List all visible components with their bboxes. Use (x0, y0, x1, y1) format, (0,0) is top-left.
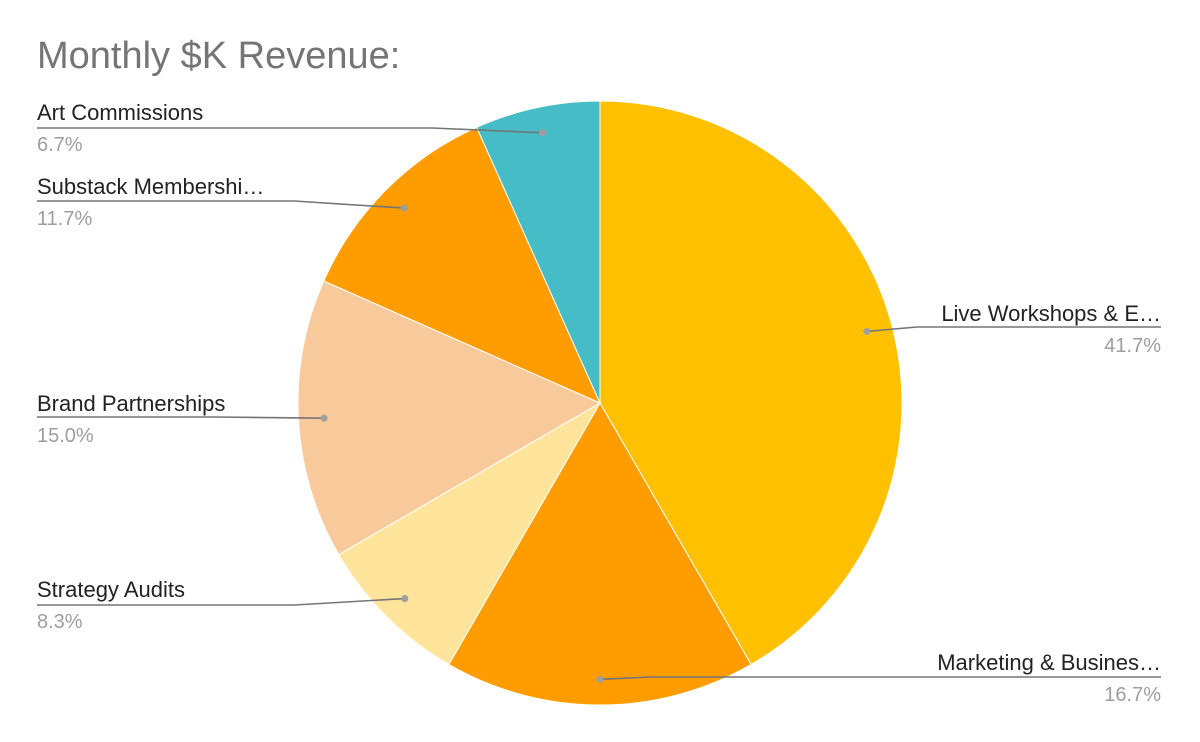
leader-dot (538, 129, 546, 137)
leader-dot (400, 204, 408, 212)
slice-label: Brand Partnerships (37, 391, 225, 416)
pie-slice (599, 100, 903, 666)
pie-slice (476, 100, 601, 404)
leader-dot (401, 595, 409, 603)
slice-label: Substack Membershi… (37, 174, 264, 199)
pie-slice (297, 280, 602, 556)
slice-label: Marketing & Busines… (937, 650, 1161, 675)
leader-line (599, 676, 1161, 681)
chart-title: Monthly $K Revenue: (37, 35, 400, 77)
slice-percent-label: 6.7% (37, 134, 83, 156)
slice-percent-label: 41.7% (1104, 335, 1161, 357)
leader-dot (320, 414, 328, 422)
slice-label: Art Commissions (37, 100, 203, 125)
slice-label: Live Workshops & E… (941, 301, 1161, 326)
pie-slices (297, 100, 903, 706)
leader-line (37, 200, 405, 209)
leader-line (866, 326, 1161, 333)
leader-dot (863, 327, 871, 335)
slice-label: Strategy Audits (37, 577, 185, 602)
slice-percent-label: 11.7% (37, 208, 92, 230)
slice-percent-label: 15.0% (37, 425, 94, 447)
slice-percent-label: 8.3% (37, 611, 83, 633)
slice-percent-label: 16.7% (1104, 684, 1161, 706)
leader-dot (596, 675, 604, 683)
slice-labels: Live Workshops & E… 41.7% Marketing & Busi… (37, 100, 1161, 706)
leader-line (37, 127, 543, 134)
leader-lines (37, 127, 1161, 683)
pie-slice (448, 402, 752, 706)
leader-line (37, 416, 325, 419)
pie-slice (323, 126, 601, 404)
leader-line (37, 597, 405, 606)
